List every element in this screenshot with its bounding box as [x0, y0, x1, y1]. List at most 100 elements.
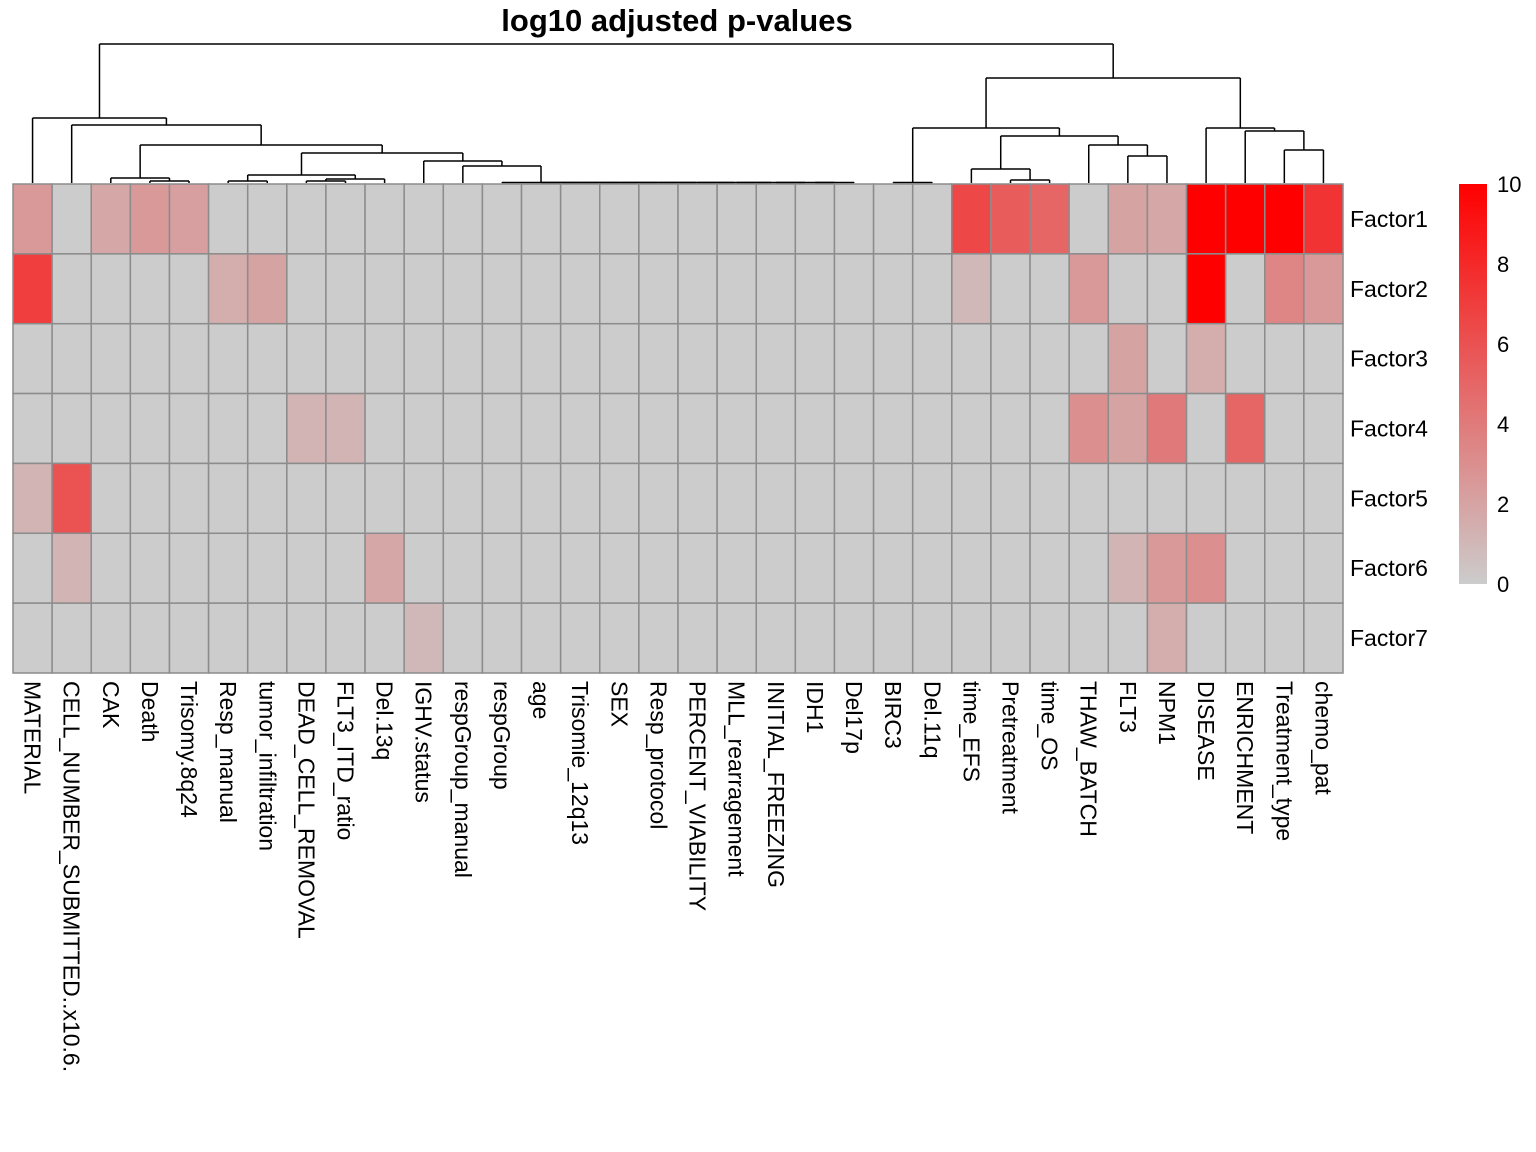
heatmap-cell — [638, 392, 679, 465]
heatmap-cell — [442, 322, 484, 395]
heatmap-cell — [207, 462, 249, 535]
row-label: Factor2 — [1350, 276, 1428, 302]
heatmap-cell — [990, 253, 1031, 325]
heatmap-cell — [1264, 253, 1305, 325]
heatmap-cell — [990, 532, 1031, 604]
heatmap-cell — [442, 183, 484, 255]
heatmap-cell — [364, 462, 405, 535]
heatmap-cell — [1146, 183, 1188, 255]
heatmap-cell — [403, 462, 445, 535]
heatmap-cell — [1185, 183, 1227, 255]
heatmap-cell — [12, 462, 53, 535]
column-label: tumor_infiltration — [254, 681, 280, 851]
column-label: chemo_pat — [1310, 681, 1336, 795]
heatmap-cell — [1224, 322, 1266, 395]
heatmap-cell — [559, 183, 601, 255]
heatmap-cell — [51, 322, 92, 395]
heatmap-cell — [207, 532, 249, 604]
heatmap-cell — [1146, 462, 1188, 535]
heatmap-cell — [951, 322, 992, 395]
legend-tick-label: 4 — [1497, 412, 1509, 437]
heatmap-cell — [833, 322, 875, 395]
heatmap-cell — [1224, 392, 1266, 465]
heatmap-cell — [872, 322, 914, 395]
heatmap-cell — [1107, 322, 1149, 395]
heatmap-cell — [794, 392, 836, 465]
heatmap-cell — [246, 322, 288, 395]
row-label: Factor6 — [1350, 555, 1428, 581]
heatmap-cell — [1107, 253, 1149, 325]
heatmap-cell — [716, 532, 757, 604]
heatmap-cell — [51, 183, 92, 255]
column-label: PERCENT_VIABILITY — [685, 681, 711, 911]
heatmap-cell — [364, 183, 405, 255]
heatmap-cell — [1146, 602, 1188, 674]
heatmap-cell — [442, 532, 484, 604]
heatmap-cell — [364, 253, 405, 325]
heatmap-cell — [1303, 462, 1344, 535]
heatmap-cell — [325, 183, 366, 255]
heatmap-cells — [12, 183, 1344, 674]
heatmap-cell — [638, 602, 679, 674]
heatmap-cell — [559, 322, 601, 395]
heatmap-cell — [1107, 602, 1149, 674]
heatmap-cell — [520, 462, 562, 535]
heatmap-cell — [599, 462, 640, 535]
heatmap-cell — [677, 392, 718, 465]
heatmap-cell — [1264, 183, 1305, 255]
heatmap-cell — [520, 322, 562, 395]
heatmap-cell — [129, 392, 171, 465]
heatmap-cell — [638, 183, 679, 255]
heatmap-cell — [833, 392, 875, 465]
heatmap-cell — [911, 253, 953, 325]
heatmap-cell — [1029, 322, 1070, 395]
heatmap-cell — [1303, 183, 1344, 255]
heatmap-cell — [286, 392, 327, 465]
heatmap-cell — [207, 602, 249, 674]
heatmap-cell — [1264, 462, 1305, 535]
heatmap-cell — [246, 602, 288, 674]
heatmap-cell — [833, 462, 875, 535]
heatmap-cell — [90, 253, 132, 325]
heatmap-cell — [677, 183, 718, 255]
heatmap-cell — [1264, 602, 1305, 674]
heatmap-cell — [911, 602, 953, 674]
heatmap-cell — [520, 532, 562, 604]
heatmap-cell — [599, 183, 640, 255]
heatmap-cell — [1224, 532, 1266, 604]
heatmap-cell — [520, 392, 562, 465]
heatmap-cell — [442, 392, 484, 465]
heatmap-cell — [1029, 183, 1070, 255]
column-label: Resp_manual — [215, 681, 241, 823]
heatmap-cell — [1146, 322, 1188, 395]
column-label: THAW_BATCH — [1076, 681, 1102, 837]
heatmap-cell — [716, 602, 757, 674]
heatmap-cell — [951, 602, 992, 674]
heatmap-cell — [1107, 183, 1149, 255]
heatmap-cell — [911, 532, 953, 604]
heatmap-cell — [207, 253, 249, 325]
heatmap-cell — [559, 253, 601, 325]
heatmap-cell — [90, 532, 132, 604]
heatmap-cell — [1185, 462, 1227, 535]
heatmap-cell — [1107, 392, 1149, 465]
row-label: Factor3 — [1350, 346, 1428, 372]
heatmap-cell — [90, 602, 132, 674]
heatmap-cell — [481, 253, 523, 325]
row-label: Factor7 — [1350, 625, 1428, 651]
legend-colorbar — [1459, 184, 1487, 584]
heatmap-cell — [520, 602, 562, 674]
legend-tick-label: 2 — [1497, 492, 1509, 517]
row-label: Factor1 — [1350, 206, 1428, 232]
heatmap-cell — [559, 392, 601, 465]
heatmap-cell — [990, 462, 1031, 535]
row-label: Factor5 — [1350, 485, 1428, 511]
heatmap-cell — [1068, 462, 1110, 535]
row-labels: Factor1 Factor2 Factor3 Factor4 Factor5 Facto… — [1350, 206, 1428, 651]
heatmap-cell — [12, 322, 53, 395]
heatmap-cell — [833, 253, 875, 325]
column-label: Death — [137, 681, 163, 742]
heatmap-cell — [481, 392, 523, 465]
heatmap-cell — [168, 602, 210, 674]
